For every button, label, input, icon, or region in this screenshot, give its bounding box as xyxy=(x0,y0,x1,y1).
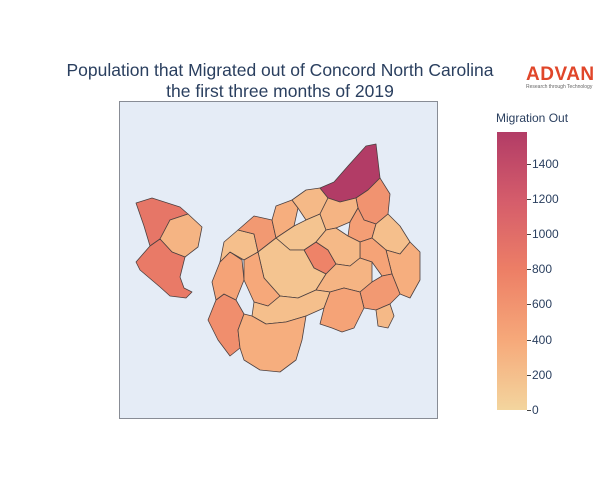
colorbar-tick-mark xyxy=(527,163,531,165)
colorbar-title: Migration Out xyxy=(496,111,569,125)
colorbar-tick-label: 1200 xyxy=(532,191,559,206)
colorbar-tick-mark xyxy=(527,374,531,376)
region-nw-south[interactable] xyxy=(135,238,193,299)
region-c21[interactable] xyxy=(319,287,365,333)
region-c22[interactable] xyxy=(375,303,395,329)
region-c18[interactable] xyxy=(359,273,401,311)
colorbar-tick-label: 600 xyxy=(532,297,553,312)
advan-logo: ADVAN Research through Technology xyxy=(526,64,596,91)
colorbar-tick-label: 800 xyxy=(532,262,553,277)
map-svg[interactable] xyxy=(120,102,439,420)
colorbar-tick-mark xyxy=(527,304,531,306)
colorbar-tick-label: 1000 xyxy=(532,227,559,242)
chart-title: Population that Migrated out of Concord … xyxy=(20,60,540,102)
colorbar-tick-mark xyxy=(527,234,531,236)
colorbar-tick-label: 1400 xyxy=(532,156,559,171)
colorbar-tick-mark xyxy=(527,198,531,200)
colorbar-gradient xyxy=(497,132,527,410)
colorbar-tick-label: 0 xyxy=(532,403,539,417)
region-c1[interactable] xyxy=(211,251,245,301)
colorbar-tick-label: 400 xyxy=(532,332,553,347)
region-c20[interactable] xyxy=(237,313,307,373)
map-plot-area[interactable] xyxy=(119,101,438,419)
title-line-2: the first three months of 2019 xyxy=(166,81,394,101)
colorbar-tick-mark xyxy=(527,269,531,271)
colorbar-tick-label: 200 xyxy=(532,367,553,382)
region-west-south[interactable] xyxy=(207,293,245,357)
logo-word: ADVAN xyxy=(526,64,595,85)
colorbar-tick-mark xyxy=(527,410,531,411)
logo-tagline: Research through Technology xyxy=(526,84,593,90)
colorbar-tick-mark xyxy=(527,339,531,341)
title-line-1: Population that Migrated out of Concord … xyxy=(66,60,494,80)
